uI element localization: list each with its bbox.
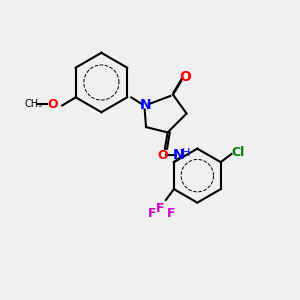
Text: F: F bbox=[148, 207, 157, 220]
Text: O: O bbox=[157, 149, 167, 162]
Text: Cl: Cl bbox=[232, 146, 245, 159]
Text: O: O bbox=[47, 98, 58, 111]
Text: N: N bbox=[172, 148, 184, 162]
Text: CH₃: CH₃ bbox=[25, 99, 43, 109]
Text: F: F bbox=[167, 207, 176, 220]
Text: O: O bbox=[179, 70, 191, 84]
Text: F: F bbox=[156, 202, 165, 214]
Text: H: H bbox=[182, 148, 191, 158]
Text: N: N bbox=[140, 98, 152, 112]
